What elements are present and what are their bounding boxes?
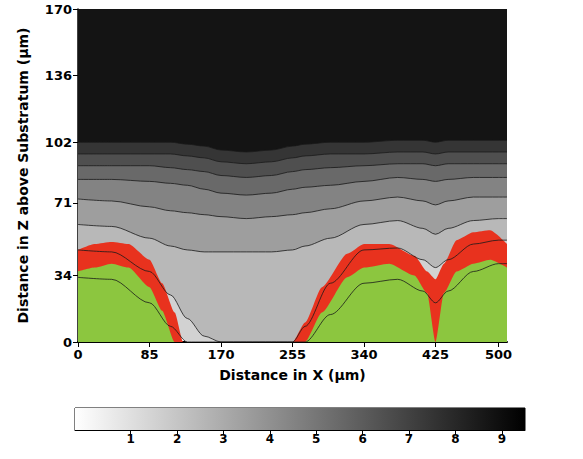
svg-text:9: 9 [498,432,506,446]
svg-text:170: 170 [207,347,234,362]
svg-text:34: 34 [54,268,72,283]
svg-text:102: 102 [45,135,72,150]
svg-text:136: 136 [45,68,72,83]
svg-text:340: 340 [350,347,377,362]
svg-text:7: 7 [405,432,413,446]
svg-text:Distance in X (μm): Distance in X (μm) [219,367,366,383]
svg-text:3: 3 [219,432,227,446]
svg-text:6: 6 [358,432,366,446]
svg-text:425: 425 [422,347,449,362]
svg-text:Distance in Z above Substratum: Distance in Z above Substratum (μm) [15,27,31,323]
svg-text:0: 0 [73,347,82,362]
svg-text:4: 4 [266,432,274,446]
svg-text:0: 0 [63,335,72,350]
svg-text:170: 170 [45,2,72,17]
svg-text:8: 8 [451,432,459,446]
svg-text:2: 2 [173,432,181,446]
svg-text:5: 5 [312,432,320,446]
svg-text:71: 71 [54,195,72,210]
svg-text:85: 85 [140,347,158,362]
svg-text:1: 1 [126,432,134,446]
svg-text:255: 255 [279,347,306,362]
svg-text:500: 500 [485,347,512,362]
